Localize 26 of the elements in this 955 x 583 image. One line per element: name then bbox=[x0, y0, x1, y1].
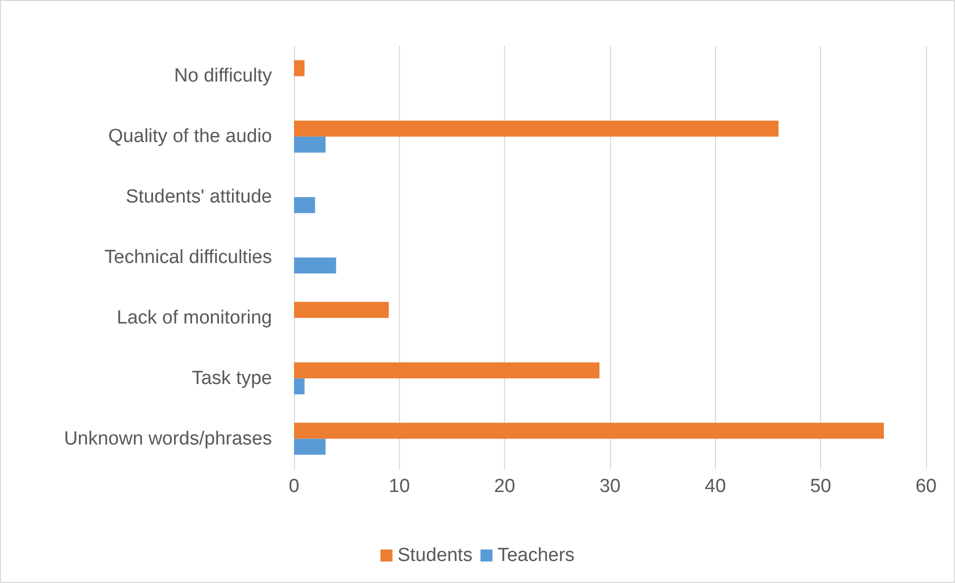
x-tick-label: 0 bbox=[288, 476, 300, 497]
bar bbox=[294, 120, 779, 137]
y-tick-label: No difficulty bbox=[174, 66, 272, 87]
bar bbox=[294, 197, 316, 214]
y-tick-label: Technical difficulties bbox=[104, 247, 272, 268]
x-tick-label: 60 bbox=[915, 476, 937, 497]
bar bbox=[294, 422, 884, 439]
bar bbox=[294, 302, 389, 318]
bar bbox=[294, 136, 326, 153]
y-tick-label: Task type bbox=[192, 368, 272, 389]
bar bbox=[294, 258, 336, 274]
y-tick-label: Quality of the audio bbox=[108, 126, 272, 148]
bar bbox=[294, 60, 305, 76]
legend-label: Students bbox=[397, 545, 472, 566]
y-tick-label: Unknown words/phrases bbox=[64, 428, 272, 450]
legend-label: Teachers bbox=[497, 545, 575, 566]
y-tick-label: Lack of monitoring bbox=[116, 307, 272, 328]
x-tick-label: 40 bbox=[704, 476, 726, 497]
bar bbox=[294, 362, 600, 378]
x-tick-label: 10 bbox=[388, 476, 410, 497]
x-tick-label: 50 bbox=[810, 476, 832, 497]
bar bbox=[294, 438, 326, 455]
x-tick-label: 20 bbox=[494, 476, 516, 497]
x-tick-label: 30 bbox=[599, 476, 621, 497]
y-tick-label: Students' attitude bbox=[126, 186, 272, 208]
bar bbox=[294, 378, 305, 394]
